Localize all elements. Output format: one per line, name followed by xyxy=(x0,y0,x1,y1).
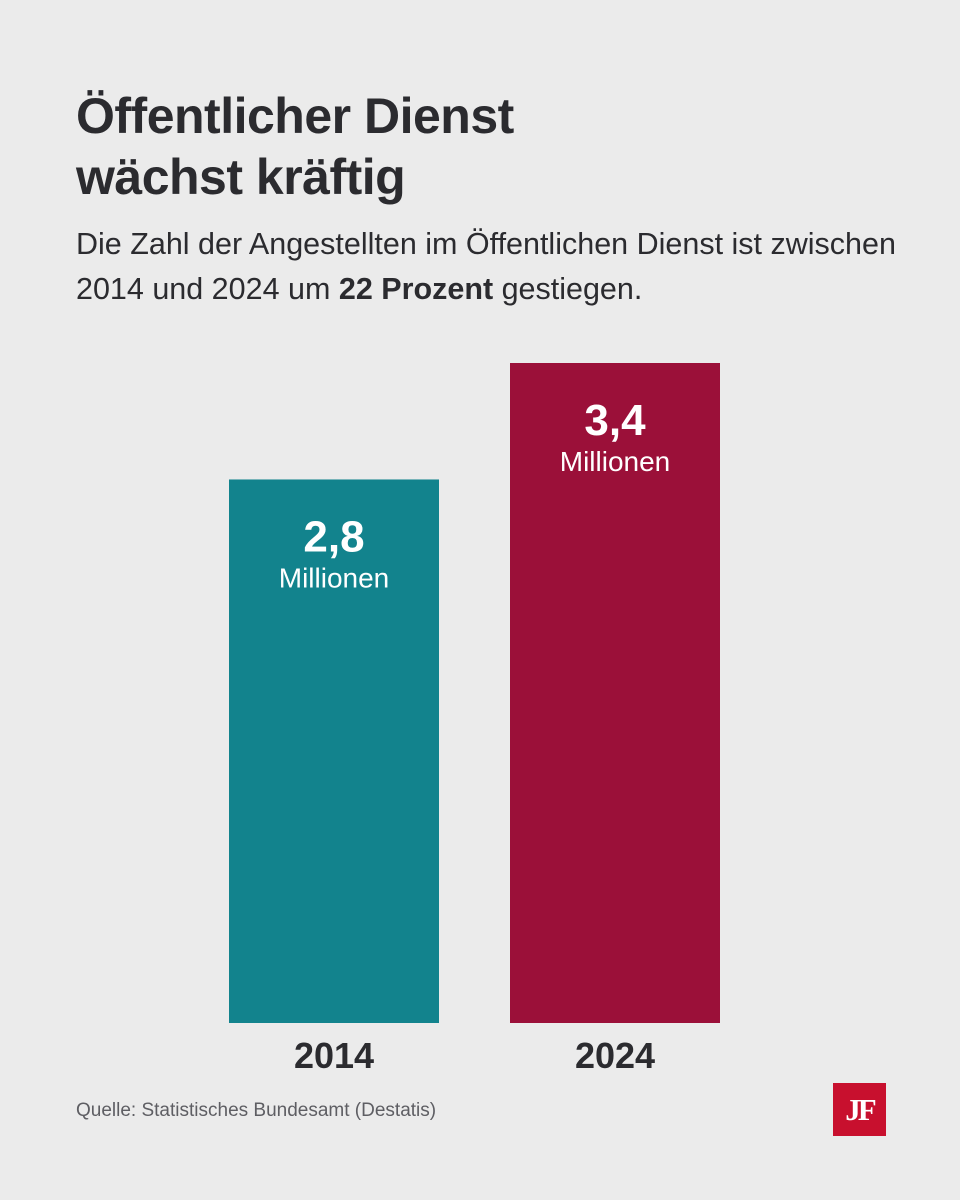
chart-title-line-2: wächst kräftig xyxy=(76,149,406,205)
subtitle-highlight: 22 Prozent xyxy=(338,272,494,306)
x-tick-label-2024: 2024 xyxy=(575,1035,655,1076)
chart-title-line-1: Öffentlicher Dienst xyxy=(76,88,514,144)
bar-unit-label-2024: Millionen xyxy=(560,446,671,477)
bar-value-label-2024: 3,4 xyxy=(584,396,646,445)
subtitle-text-end: gestiegen. xyxy=(493,272,643,306)
subtitle-text-start: Die Zahl der Angestellten im Öffentliche… xyxy=(76,227,896,306)
bar-2024 xyxy=(510,363,720,1023)
chart-title: Öffentlicher Dienst wächst kräftig xyxy=(76,86,896,208)
jf-logo: JF xyxy=(833,1083,886,1136)
source-note: Quelle: Statistisches Bundesamt (Destati… xyxy=(76,1100,437,1121)
bar-value-label-2014: 2,8 xyxy=(303,512,364,561)
chart-subtitle: Die Zahl der Angestellten im Öffentliche… xyxy=(76,222,916,312)
x-tick-label-2014: 2014 xyxy=(294,1035,374,1076)
bar-2014 xyxy=(229,479,439,1023)
bar-unit-label-2014: Millionen xyxy=(279,562,390,593)
